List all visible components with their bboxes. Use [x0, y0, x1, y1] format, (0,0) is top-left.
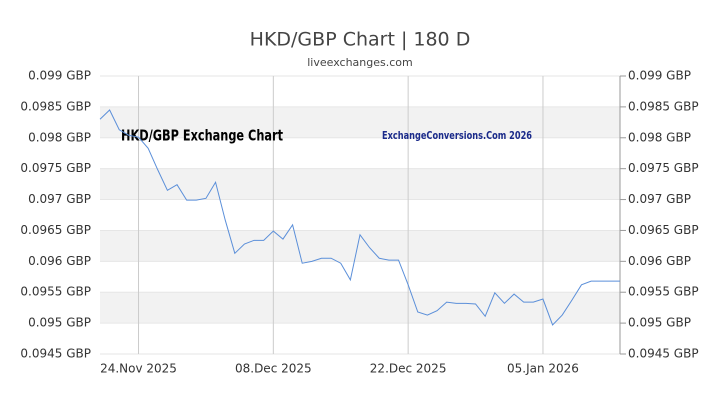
- y2-tick-label: 0.099 GBP: [628, 69, 691, 83]
- y2-tick-label: 0.0985 GBP: [628, 99, 699, 113]
- y2-tick-label: 0.0975 GBP: [628, 161, 699, 175]
- y2-tick-label: 0.097 GBP: [628, 192, 691, 206]
- y2-tick-label: 0.0945 GBP: [628, 347, 699, 361]
- x-tick-label: 05.Jan 2026: [507, 362, 579, 376]
- chart-subtitle: liveexchanges.com: [307, 56, 412, 69]
- grid-band: [100, 106, 620, 138]
- grid-band: [100, 168, 620, 200]
- y-tick-label: 0.099 GBP: [28, 69, 91, 83]
- plot-background: [100, 75, 620, 355]
- chart-title: HKD/GBP Chart | 180 D: [250, 29, 471, 51]
- x-tick-label: 24.Nov 2025: [100, 362, 177, 376]
- x-tick-label: 08.Dec 2025: [235, 362, 312, 376]
- y2-tick-label: 0.0965 GBP: [628, 223, 699, 237]
- y-tick-label: 0.0975 GBP: [20, 161, 91, 175]
- y-tick-label: 0.0965 GBP: [20, 223, 91, 237]
- annotation: HKD/GBP Exchange Chart: [121, 127, 283, 145]
- y-tick-label: 0.096 GBP: [28, 254, 91, 268]
- y2-tick-label: 0.095 GBP: [628, 316, 691, 330]
- y2-tick-label: 0.0955 GBP: [628, 285, 699, 299]
- y-tick-label: 0.097 GBP: [28, 192, 91, 206]
- y-tick-label: 0.0955 GBP: [20, 285, 91, 299]
- y-tick-label: 0.098 GBP: [28, 130, 91, 144]
- y-tick-label: 0.0945 GBP: [20, 347, 91, 361]
- y2-tick-label: 0.098 GBP: [628, 130, 691, 144]
- annotation: ExchangeConversions.Com 2026: [382, 129, 532, 142]
- grid-band: [100, 292, 620, 324]
- y2-tick-label: 0.096 GBP: [628, 254, 691, 268]
- x-tick-label: 22.Dec 2025: [370, 362, 447, 376]
- y-tick-label: 0.0985 GBP: [20, 99, 91, 113]
- data-line: [99, 109, 620, 326]
- y-tick-label: 0.095 GBP: [28, 316, 91, 330]
